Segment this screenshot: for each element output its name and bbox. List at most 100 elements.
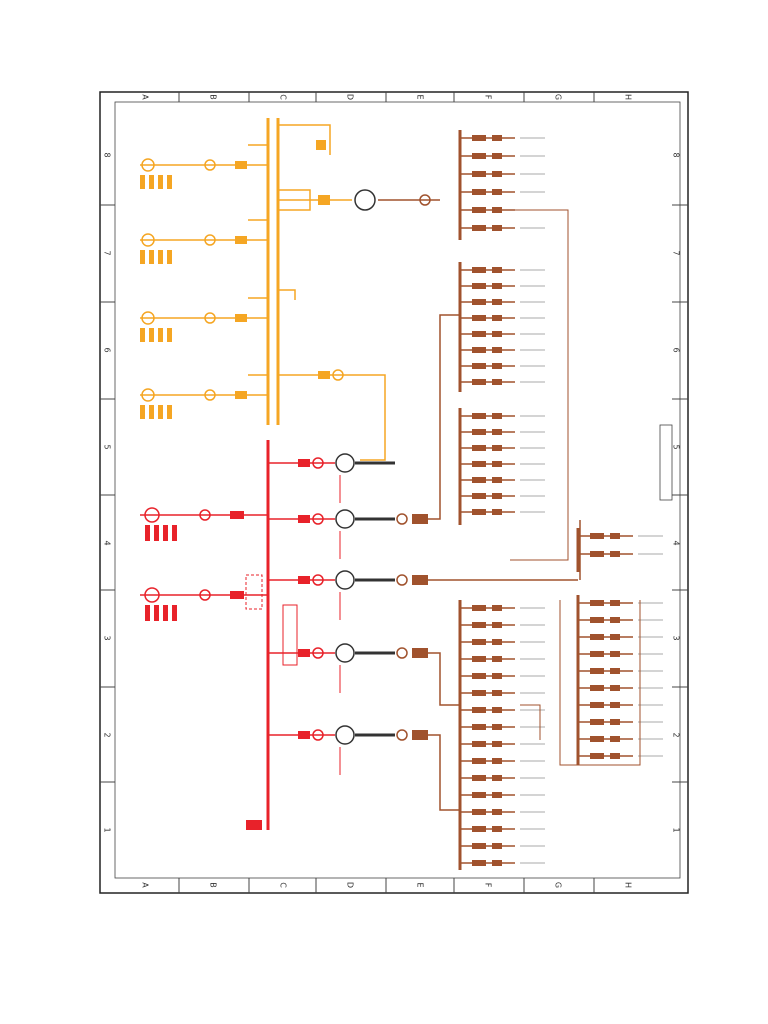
breaker	[472, 207, 486, 213]
component	[149, 328, 154, 342]
conductor	[559, 600, 641, 766]
breaker	[472, 283, 486, 289]
breaker	[472, 639, 486, 645]
device	[312, 729, 324, 741]
breaker	[472, 363, 486, 369]
breaker	[590, 617, 604, 623]
breaker	[492, 207, 502, 213]
column-label: F	[484, 883, 493, 888]
breaker	[472, 315, 486, 321]
component	[149, 250, 154, 264]
breaker	[318, 371, 330, 379]
breaker	[472, 189, 486, 195]
breaker	[472, 509, 486, 515]
breaker	[492, 843, 502, 849]
component	[149, 405, 154, 419]
breaker	[492, 135, 502, 141]
generator	[141, 158, 155, 172]
device	[396, 647, 408, 659]
breaker	[472, 724, 486, 730]
breaker	[472, 379, 486, 385]
component	[154, 525, 159, 541]
breaker	[492, 347, 502, 353]
transformer	[335, 453, 355, 473]
device	[396, 729, 408, 741]
column-label: B	[209, 882, 218, 888]
breaker	[610, 736, 620, 742]
breaker	[472, 758, 486, 764]
row-label: 3	[672, 635, 681, 640]
breaker	[298, 649, 310, 657]
breaker	[590, 736, 604, 742]
breaker	[316, 140, 326, 150]
breaker	[472, 707, 486, 713]
column-label: B	[209, 94, 218, 100]
row-label: 2	[672, 732, 681, 737]
breaker	[492, 639, 502, 645]
breaker	[230, 591, 244, 599]
stamp	[282, 604, 298, 666]
breaker	[610, 719, 620, 725]
transformer	[335, 570, 355, 590]
breaker	[590, 685, 604, 691]
breaker	[492, 622, 502, 628]
breaker	[472, 792, 486, 798]
breaker	[492, 792, 502, 798]
breaker	[235, 236, 247, 244]
ground	[246, 820, 262, 830]
breaker	[590, 719, 604, 725]
row-label: 8	[103, 152, 112, 157]
breaker	[590, 668, 604, 674]
breaker	[492, 741, 502, 747]
breaker	[492, 429, 502, 435]
breaker	[610, 600, 620, 606]
breaker	[492, 283, 502, 289]
single-line-diagram: A A B B C C D D E E F F G G H H 8 8 7 7 6 6 5 5 4 4 3 3 2 2 1 1	[100, 92, 688, 893]
row-label: 3	[103, 635, 112, 640]
breaker	[492, 605, 502, 611]
row-label: 4	[103, 540, 112, 545]
component	[163, 525, 168, 541]
breaker	[492, 860, 502, 866]
breaker	[412, 575, 428, 585]
device	[204, 389, 216, 401]
component	[163, 605, 168, 621]
conductor	[278, 289, 296, 300]
column-label: H	[624, 882, 633, 888]
breaker	[472, 843, 486, 849]
column-label: A	[141, 94, 150, 100]
row-label: 5	[672, 444, 681, 449]
breaker	[492, 477, 502, 483]
generator	[144, 507, 160, 523]
breaker	[472, 775, 486, 781]
breaker	[610, 702, 620, 708]
breaker	[412, 514, 428, 524]
breaker	[590, 753, 604, 759]
device	[204, 312, 216, 324]
breaker	[298, 576, 310, 584]
component	[158, 250, 163, 264]
breaker	[235, 161, 247, 169]
device	[199, 509, 211, 521]
generator	[141, 388, 155, 402]
breaker	[298, 731, 310, 739]
breaker	[492, 445, 502, 451]
breaker	[610, 634, 620, 640]
breaker	[472, 826, 486, 832]
breaker	[492, 171, 502, 177]
column-label: A	[141, 882, 150, 888]
conductor	[278, 124, 331, 155]
breaker	[492, 758, 502, 764]
breaker	[492, 509, 502, 515]
component	[140, 405, 145, 419]
component	[158, 175, 163, 189]
device	[204, 159, 216, 171]
component	[167, 328, 172, 342]
breaker	[235, 391, 247, 399]
breaker	[472, 656, 486, 662]
device	[312, 574, 324, 586]
device	[396, 574, 408, 586]
column-label: C	[279, 882, 288, 888]
generator	[144, 587, 160, 603]
